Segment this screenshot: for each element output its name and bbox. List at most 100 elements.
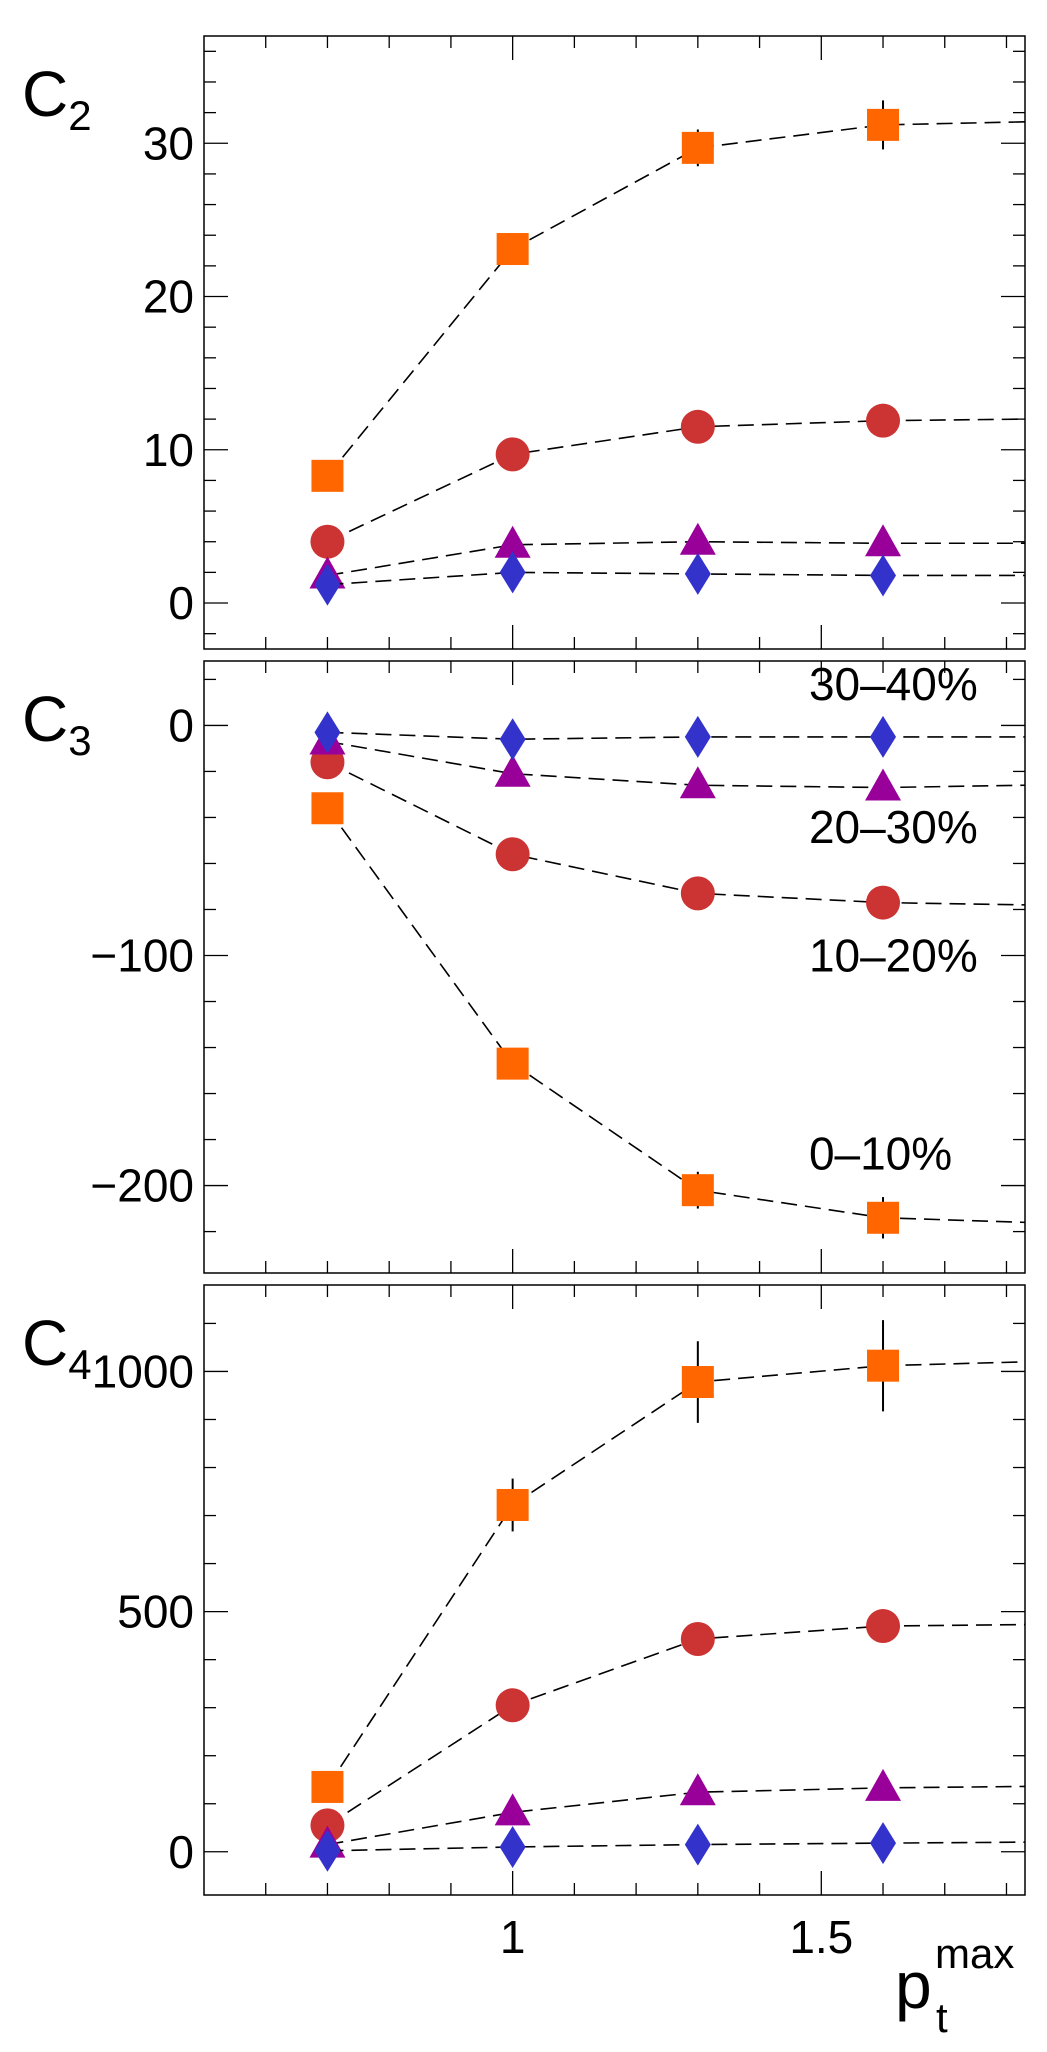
y-axis-label: C2 [22,58,92,139]
y-tick-label: 1000 [92,1345,194,1397]
series-diamond [314,711,1025,761]
y-tick-label: 0 [168,1826,194,1878]
series-line [327,418,1025,543]
marker-triangle [865,768,902,801]
x-axis-label-sub: t [936,1994,948,2041]
series-diamond [314,551,1025,606]
series-line [327,740,1025,789]
series-line [327,1785,1025,1846]
marker-square [496,1047,529,1080]
series-triangle [309,522,1025,589]
centrality-label: 30–40% [809,658,978,710]
panel-frame [203,35,1026,650]
series-diamond [314,1822,1025,1872]
marker-square [867,1201,900,1234]
series-circle [310,403,1025,559]
marker-square [681,1174,714,1207]
centrality-label: 0–10% [809,1127,952,1179]
series-square [311,792,1025,1239]
marker-triangle [494,754,531,787]
marker-triangle [679,522,716,555]
marker-triangle [494,525,531,558]
series-line [327,731,1025,741]
marker-triangle [865,524,902,557]
series-square [311,100,1025,492]
y-tick-label: −200 [90,1160,194,1212]
series-line [327,1623,1025,1827]
marker-diamond [684,552,711,595]
marker-diamond [870,1822,897,1865]
marker-diamond [499,551,526,594]
marker-circle [866,1609,901,1644]
marker-circle [310,524,345,559]
marker-square [311,792,344,825]
y-axis-label-sub: 4 [68,1341,91,1388]
marker-diamond [870,554,897,597]
panel-frame [203,1284,1026,1896]
y-tick-label: 10 [143,424,194,476]
marker-square [496,1488,529,1521]
marker-circle [495,437,530,472]
marker-circle [866,885,901,920]
y-axis-label-sub: 2 [68,92,91,139]
marker-square [681,131,714,164]
centrality-label: 20–30% [809,801,978,853]
x-tick-label: 1 [500,1911,526,1963]
series-line [326,121,1025,477]
marker-triangle [494,1793,531,1826]
marker-square [496,233,529,266]
series-line [327,1841,1025,1852]
y-tick-label: 500 [117,1586,194,1638]
y-axis-label: C3 [22,683,92,764]
marker-square [867,108,900,141]
y-axis-label-main: C [22,1307,68,1379]
marker-diamond [499,718,526,761]
x-axis-label-main: p [895,1948,932,2022]
series-circle [310,745,1025,920]
marker-triangle [679,1773,716,1806]
series-line [327,571,1025,586]
y-tick-label: 30 [143,117,194,169]
series-line [326,1361,1025,1788]
marker-square [311,459,344,492]
marker-diamond [870,715,897,758]
marker-circle [495,1688,530,1723]
marker-square [311,1770,344,1803]
marker-square [681,1366,714,1399]
y-axis-label: C4 [22,1307,92,1388]
y-tick-label: 20 [143,271,194,323]
panel-middle: 0 −100 −200 C3 30–40% 20–30% 10–20% 0–10% [22,658,1026,1274]
x-axis-label-sup: max [935,1930,1014,1977]
marker-circle [680,409,715,444]
marker-diamond [499,1825,526,1868]
marker-triangle [865,1768,902,1801]
series-square [311,1320,1025,1803]
marker-diamond [314,1829,341,1872]
y-axis-label-sub: 3 [68,717,91,764]
y-axis-label-main: C [22,58,68,130]
marker-circle [680,876,715,911]
marker-diamond [314,711,341,754]
marker-circle [310,1808,345,1843]
centrality-label: 10–20% [809,930,978,982]
marker-diamond [684,715,711,758]
marker-circle [866,403,901,438]
series-line [327,540,1025,577]
panel-top: 0 10 20 30 C2 [22,35,1026,650]
marker-square [867,1349,900,1382]
marker-triangle [679,766,716,799]
y-tick-label: −100 [90,929,194,981]
marker-diamond [684,1823,711,1866]
marker-circle [495,837,530,872]
marker-circle [680,1621,715,1656]
x-axis-label: p [895,1948,932,2022]
panel-frame [203,660,1026,1274]
y-tick-label: 0 [168,577,194,629]
marker-diamond [314,563,341,606]
y-axis-label-main: C [22,683,68,755]
series-circle [310,1609,1025,1843]
y-tick-label: 0 [168,699,194,751]
